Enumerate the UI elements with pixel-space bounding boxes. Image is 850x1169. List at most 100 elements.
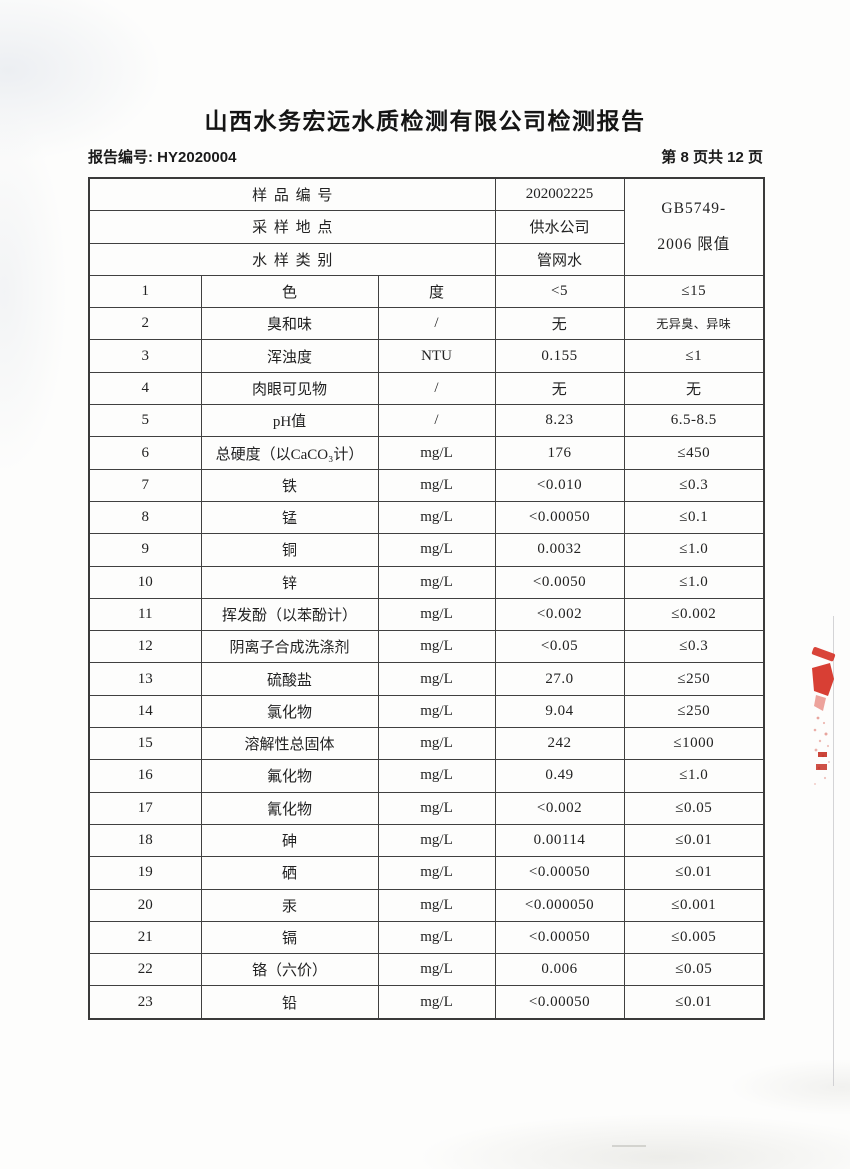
table-row: 10 锌 mg/L <0.0050 ≤1.0 <box>88 565 765 599</box>
parameter-name-cell: 铜 <box>200 533 379 567</box>
result-cell: 0.00114 <box>494 823 625 858</box>
limit-cell: ≤1.0 <box>623 565 765 599</box>
unit-cell: mg/L <box>377 630 496 664</box>
limit-cell: ≤0.01 <box>623 856 765 890</box>
limit-cell: ≤450 <box>623 436 765 470</box>
red-seal-fragment-icon <box>811 647 836 785</box>
unit-cell: mg/L <box>377 791 496 825</box>
parameter-name-cell: 氟化物 <box>200 759 379 793</box>
limit-cell: ≤1 <box>623 339 765 373</box>
parameter-name-cell: 硒 <box>200 856 379 890</box>
unit-cell: mg/L <box>377 565 496 599</box>
sampling-site-label: 采样地点 <box>88 210 496 244</box>
limit-cell: ≤0.01 <box>623 985 765 1020</box>
table-row: 8 锰 mg/L <0.00050 ≤0.1 <box>88 500 765 535</box>
sample-id-value: 202002225 <box>494 177 625 212</box>
unit-cell: / <box>377 371 496 406</box>
result-cell: 0.49 <box>494 759 625 793</box>
parameter-name-cell: 溶解性总固体 <box>200 727 379 761</box>
table-row: 2 臭和味 / 无 无异臭、异味 <box>88 307 765 341</box>
row-number-cell: 16 <box>88 759 202 793</box>
table-row: 21 镉 mg/L <0.00050 ≤0.005 <box>88 920 765 955</box>
parameter-name-cell: 色 <box>200 274 379 309</box>
unit-cell: mg/L <box>377 953 496 987</box>
table-row: 19 硒 mg/L <0.00050 ≤0.01 <box>88 856 765 890</box>
row-number-cell: 9 <box>88 533 202 567</box>
table-row: 11 挥发酚（以苯酚计） mg/L <0.002 ≤0.002 <box>88 597 765 632</box>
unit-cell: mg/L <box>377 759 496 793</box>
page-title: 山西水务宏远水质检测有限公司检测报告 <box>204 108 646 134</box>
unit-cell: mg/L <box>377 468 496 502</box>
row-number-cell: 20 <box>88 888 202 922</box>
parameter-name-cell: 阴离子合成洗涤剂 <box>200 630 379 664</box>
result-cell: <0.010 <box>494 468 625 502</box>
row-number-cell: 21 <box>88 920 202 955</box>
report-number-value: HY2020004 <box>157 149 237 166</box>
limit-cell: ≤0.1 <box>623 500 765 535</box>
table-row: 7 铁 mg/L <0.010 ≤0.3 <box>88 468 765 502</box>
limit-column-header: GB5749- 2006 限值 <box>623 177 765 276</box>
report-meta-row: 报告编号: HY2020004 第 8 页共 12 页 <box>88 146 763 167</box>
unit-cell: mg/L <box>377 662 496 696</box>
unit-cell: mg/L <box>377 856 496 890</box>
limit-cell: ≤1.0 <box>623 759 765 793</box>
limit-cell: ≤0.05 <box>623 791 765 825</box>
limit-cell: ≤250 <box>623 694 765 729</box>
parameter-name-cell: 铁 <box>200 468 379 502</box>
parameter-name-cell: 臭和味 <box>200 307 379 341</box>
row-number-cell: 2 <box>88 307 202 341</box>
unit-cell: mg/L <box>377 533 496 567</box>
limit-cell: ≤0.01 <box>623 823 765 858</box>
limit-cell: ≤1.0 <box>623 533 765 567</box>
table-row: 9 铜 mg/L 0.0032 ≤1.0 <box>88 533 765 567</box>
limit-cell: 无 <box>623 371 765 406</box>
parameter-name-cell: 氰化物 <box>200 791 379 825</box>
result-cell: 0.006 <box>494 953 625 987</box>
table-row: 3 浑浊度 NTU 0.155 ≤1 <box>88 339 765 373</box>
result-cell: 无 <box>494 371 625 406</box>
sample-id-label: 样品编号 <box>88 177 496 212</box>
table-row: 1 色 度 <5 ≤15 <box>88 274 765 309</box>
parameter-name-cell: 总硬度（以CaCO₃计） <box>200 436 379 470</box>
result-cell: <0.00050 <box>494 500 625 535</box>
results-body: 1 色 度 <5 ≤15 2 臭和味 / 无 无异臭、异味 3 浑浊度 NTU … <box>88 274 765 1020</box>
result-cell: 0.0032 <box>494 533 625 567</box>
test-results-table: 样品编号 202002225 GB5749- 2006 限值 采样地点 供水公司… <box>88 177 766 1020</box>
table-row: 17 氰化物 mg/L <0.002 ≤0.05 <box>88 791 765 825</box>
sampling-site-value: 供水公司 <box>494 210 625 244</box>
row-number-cell: 14 <box>88 694 202 729</box>
parameter-name-cell: 镉 <box>200 920 379 955</box>
row-number-cell: 3 <box>88 339 202 373</box>
row-number-cell: 12 <box>88 630 202 664</box>
result-cell: <5 <box>494 274 625 309</box>
limit-cell: ≤0.005 <box>623 920 765 955</box>
parameter-name-cell: 硫酸盐 <box>200 662 379 696</box>
result-cell: <0.002 <box>494 597 625 632</box>
unit-cell: mg/L <box>377 985 496 1020</box>
scan-mark <box>612 1145 646 1147</box>
parameter-name-cell: 锌 <box>200 565 379 599</box>
parameter-name-cell: 浑浊度 <box>200 339 379 373</box>
unit-cell: mg/L <box>377 597 496 632</box>
limit-cell: ≤0.05 <box>623 953 765 987</box>
table-row: 23 铅 mg/L <0.00050 ≤0.01 <box>88 985 765 1020</box>
report-number-label: 报告编号: <box>88 149 153 166</box>
row-number-cell: 18 <box>88 823 202 858</box>
limit-cell: 无异臭、异味 <box>623 307 765 341</box>
table-row: 14 氯化物 mg/L 9.04 ≤250 <box>88 694 765 729</box>
table-row: 22 铬（六价） mg/L 0.006 ≤0.05 <box>88 953 765 987</box>
limit-cell: ≤0.3 <box>623 468 765 502</box>
row-number-cell: 19 <box>88 856 202 890</box>
row-number-cell: 10 <box>88 565 202 599</box>
parameter-name-cell: 砷 <box>200 823 379 858</box>
table-row: 16 氟化物 mg/L 0.49 ≤1.0 <box>88 759 765 793</box>
table-row: 4 肉眼可见物 / 无 无 <box>88 371 765 406</box>
parameter-name-cell: 汞 <box>200 888 379 922</box>
table-row: 5 pH值 / 8.23 6.5-8.5 <box>88 404 765 438</box>
table-row: 20 汞 mg/L <0.000050 ≤0.001 <box>88 888 765 922</box>
unit-cell: mg/L <box>377 823 496 858</box>
result-cell: <0.002 <box>494 791 625 825</box>
limit-cell: 6.5-8.5 <box>623 404 765 438</box>
unit-cell: NTU <box>377 339 496 373</box>
